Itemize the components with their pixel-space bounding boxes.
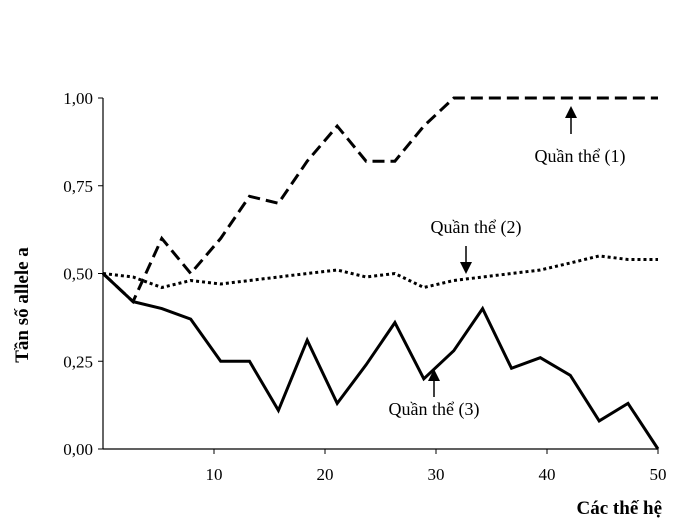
y-tick-label: 0,25: [63, 352, 93, 371]
series-group: [101, 96, 660, 450]
annotation-label-2: Quần thể (2): [431, 217, 522, 238]
y-tick-label: 0,00: [63, 440, 93, 459]
y-tick-label: 1,00: [63, 89, 93, 108]
annotations: Quần thể (1) Quần thể (2) Quần thể (3): [389, 106, 626, 420]
x-axis-title: Các thế hệ: [577, 498, 662, 519]
annotation-label-3: Quần thể (3): [389, 399, 480, 420]
annotation-label-1: Quần thể (1): [535, 146, 626, 167]
series-line-2: [102, 254, 658, 290]
ticks: 0,00 0,25 0,50 0,75 1,00 10 20 30 40 50: [63, 89, 666, 484]
y-axis-title: Tần số allele a: [12, 247, 33, 363]
x-tick-label: 50: [650, 465, 667, 484]
y-tick-label: 0,75: [63, 177, 93, 196]
x-tick-label: 40: [539, 465, 556, 484]
x-tick-label: 10: [206, 465, 223, 484]
x-tick-label: 20: [317, 465, 334, 484]
x-tick-label: 30: [428, 465, 445, 484]
y-tick-label: 0,50: [63, 265, 93, 284]
series-line-1: [101, 96, 658, 305]
series-line-3: [101, 272, 660, 450]
